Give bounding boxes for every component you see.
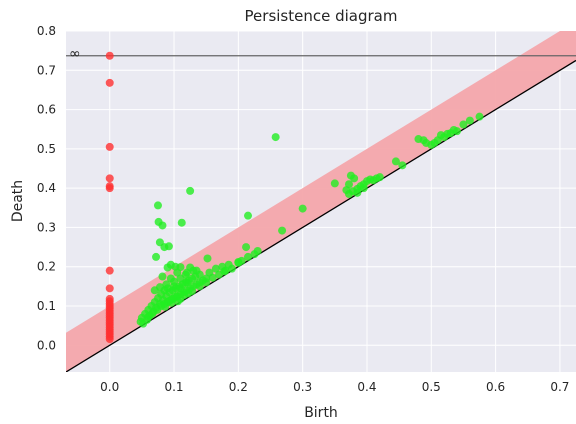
data-point <box>152 252 161 261</box>
data-point <box>167 298 176 307</box>
data-point <box>170 277 179 286</box>
data-point <box>391 157 400 166</box>
y-tick-label: 0.1 <box>37 299 56 313</box>
x-tick-label: 0.5 <box>422 380 441 394</box>
data-point <box>105 142 114 151</box>
y-tick-label: 0.6 <box>37 103 56 117</box>
data-point <box>350 174 359 183</box>
data-point <box>176 274 185 283</box>
data-point <box>158 272 167 281</box>
data-point <box>153 305 162 314</box>
data-point <box>208 273 217 282</box>
data-point <box>453 127 462 136</box>
grid <box>66 30 576 372</box>
infinity-label: ∞ <box>69 46 81 62</box>
data-point <box>202 278 211 287</box>
data-point <box>105 184 114 193</box>
x-tick-label: 0.4 <box>357 380 376 394</box>
data-point <box>105 51 114 60</box>
y-tick-label: 0.5 <box>37 142 56 156</box>
data-point <box>173 268 182 277</box>
y-tick-label: 0.3 <box>37 220 56 234</box>
data-point <box>220 267 229 276</box>
data-point <box>105 266 114 275</box>
y-tick-label: 0.4 <box>37 181 56 195</box>
data-point <box>186 186 195 195</box>
data-point <box>298 204 307 213</box>
y-tick-label: 0.0 <box>37 338 56 352</box>
data-point <box>459 120 468 129</box>
chart-title: Persistence diagram <box>245 7 398 25</box>
x-axis-label: Birth <box>304 405 338 420</box>
data-point <box>244 252 253 261</box>
y-axis-label: Death <box>10 180 26 222</box>
data-point <box>105 335 114 343</box>
axis-tick-labels: 0.0 0.1 0.2 0.3 0.4 0.5 0.6 0.7 0.0 0.1 0.2 0.3 0.4 0… <box>37 24 570 394</box>
data-point <box>105 174 114 183</box>
data-point <box>161 302 170 311</box>
x-tick-label: 0.1 <box>164 380 183 394</box>
data-point <box>353 188 362 197</box>
data-point <box>195 282 204 291</box>
data-point <box>203 254 212 263</box>
x-tick-label: 0.3 <box>293 380 312 394</box>
x-tick-label: 0.2 <box>229 380 248 394</box>
data-point <box>475 112 484 121</box>
data-point <box>271 133 280 142</box>
x-tick-label: 0.6 <box>486 380 505 394</box>
plot-marks: ∞ <box>66 31 576 372</box>
y-tick-label: 0.7 <box>37 63 56 77</box>
data-point <box>105 284 114 293</box>
data-point <box>253 247 262 255</box>
data-point <box>154 217 163 226</box>
data-point <box>330 179 339 188</box>
x-tick-label: 0.7 <box>550 380 569 394</box>
data-point <box>163 263 172 272</box>
data-point <box>182 268 191 277</box>
data-point <box>465 116 474 125</box>
data-point <box>234 258 243 266</box>
data-point <box>150 286 159 295</box>
data-point <box>443 129 452 138</box>
data-point <box>153 201 162 210</box>
data-point <box>227 264 236 273</box>
data-point <box>160 243 169 252</box>
y-tick-label: 0.8 <box>37 24 56 38</box>
data-point <box>430 138 439 147</box>
data-point <box>278 226 287 235</box>
data-point <box>192 266 201 275</box>
data-point <box>105 78 114 87</box>
data-point <box>177 218 186 227</box>
y-tick-label: 0.2 <box>37 260 56 274</box>
data-point <box>211 264 220 273</box>
x-tick-label: 0.0 <box>100 380 119 394</box>
data-point <box>244 211 253 220</box>
data-point <box>176 284 185 293</box>
data-point <box>162 280 171 289</box>
data-point <box>359 184 368 193</box>
data-point <box>173 297 182 306</box>
data-point <box>375 173 384 182</box>
data-point <box>242 243 251 252</box>
data-point <box>398 161 407 170</box>
data-point <box>344 190 353 199</box>
data-point <box>188 287 197 296</box>
